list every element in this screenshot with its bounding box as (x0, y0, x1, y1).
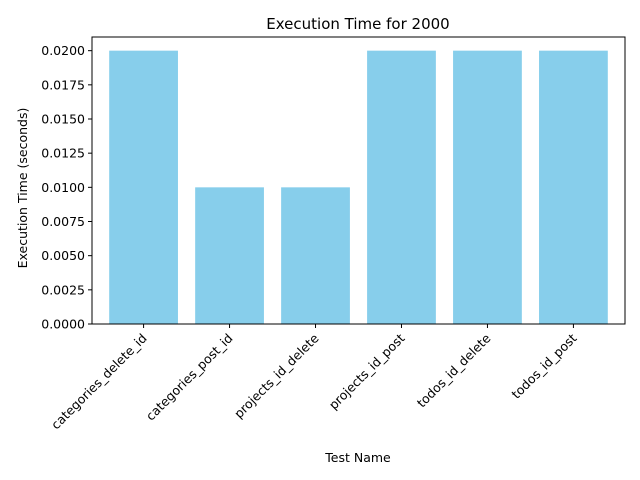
y-tick-label: 0.0000 (41, 317, 85, 332)
x-tick-label: projects_id_delete (231, 330, 322, 421)
y-tick-label: 0.0025 (41, 282, 85, 297)
x-tick-label: projects_id_post (326, 330, 408, 412)
y-axis-ticks: 0.0000 0.0025 0.0050 0.0075 0.0100 0.0125 0.01… (41, 43, 92, 332)
x-tick-label: todos_id_delete (414, 330, 494, 410)
bar-categories_post_id (195, 187, 264, 324)
x-tick-label: categories_delete_id (48, 331, 150, 433)
y-tick-label: 0.0175 (41, 77, 85, 92)
y-axis-title: Execution Time (seconds) (15, 108, 30, 269)
bars-group (109, 50, 608, 325)
x-tick-label: todos_id_post (508, 330, 579, 401)
x-axis-ticks: categories_delete_idcategories_post_idpr… (48, 324, 580, 432)
plot-frame (91, 36, 626, 325)
x-tick-label: categories_post_id (143, 331, 236, 424)
bar-categories_delete_id (109, 50, 178, 325)
chart-title: Execution Time for 2000 (266, 15, 449, 33)
y-tick-label: 0.0200 (41, 43, 85, 58)
bar-projects_id_post (367, 50, 436, 325)
y-tick-label: 0.0100 (41, 180, 85, 195)
y-tick-label: 0.0125 (41, 146, 85, 161)
y-tick-label: 0.0050 (41, 248, 85, 263)
y-tick-label: 0.0075 (41, 214, 85, 229)
x-axis-title: Test Name (324, 450, 391, 465)
bar-todos_id_delete (453, 50, 522, 325)
bar-projects_id_delete (281, 187, 350, 324)
bar-todos_id_post (539, 50, 608, 325)
y-tick-label: 0.0150 (41, 112, 85, 127)
